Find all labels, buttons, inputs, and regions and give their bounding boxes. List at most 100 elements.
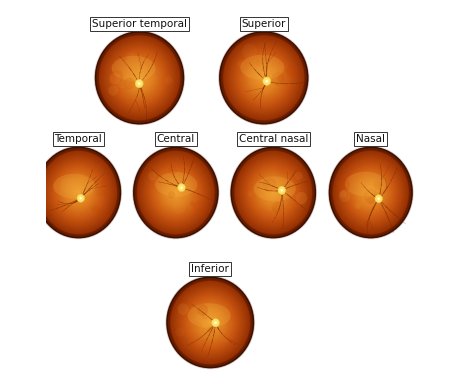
Ellipse shape — [254, 176, 296, 201]
Ellipse shape — [181, 291, 240, 353]
Ellipse shape — [177, 288, 243, 357]
Ellipse shape — [72, 185, 85, 200]
Ellipse shape — [281, 189, 283, 192]
Ellipse shape — [40, 151, 117, 234]
Ellipse shape — [346, 166, 395, 219]
Ellipse shape — [231, 44, 296, 112]
Ellipse shape — [137, 75, 143, 81]
Ellipse shape — [241, 158, 306, 227]
Ellipse shape — [201, 312, 209, 320]
Ellipse shape — [158, 174, 193, 211]
Ellipse shape — [190, 301, 230, 343]
Ellipse shape — [190, 301, 231, 344]
Ellipse shape — [104, 41, 175, 114]
Ellipse shape — [348, 168, 393, 217]
Ellipse shape — [67, 181, 90, 204]
Ellipse shape — [263, 77, 271, 86]
Ellipse shape — [68, 181, 89, 204]
Ellipse shape — [62, 174, 95, 211]
Ellipse shape — [56, 169, 101, 216]
Ellipse shape — [123, 61, 155, 95]
Ellipse shape — [173, 189, 179, 196]
Ellipse shape — [165, 181, 186, 204]
Ellipse shape — [231, 44, 297, 112]
Ellipse shape — [137, 151, 215, 234]
Ellipse shape — [245, 162, 302, 223]
Ellipse shape — [262, 66, 268, 72]
Ellipse shape — [160, 176, 191, 209]
Ellipse shape — [188, 303, 231, 328]
Ellipse shape — [263, 181, 284, 204]
Ellipse shape — [123, 77, 135, 90]
Ellipse shape — [242, 55, 286, 101]
Ellipse shape — [240, 55, 284, 80]
Ellipse shape — [243, 159, 304, 226]
Ellipse shape — [251, 169, 296, 216]
Ellipse shape — [170, 280, 251, 365]
Ellipse shape — [106, 43, 173, 113]
Ellipse shape — [278, 186, 286, 194]
Ellipse shape — [174, 190, 178, 195]
Ellipse shape — [256, 174, 291, 211]
Ellipse shape — [55, 167, 102, 218]
Ellipse shape — [295, 172, 303, 180]
Ellipse shape — [258, 72, 270, 84]
Ellipse shape — [243, 160, 303, 225]
Ellipse shape — [51, 163, 106, 222]
Ellipse shape — [152, 167, 200, 218]
Ellipse shape — [162, 177, 190, 208]
Ellipse shape — [244, 161, 303, 224]
Ellipse shape — [269, 188, 277, 197]
Ellipse shape — [241, 54, 286, 102]
Ellipse shape — [228, 41, 299, 114]
Ellipse shape — [191, 302, 230, 343]
Ellipse shape — [369, 190, 373, 195]
Ellipse shape — [200, 312, 220, 333]
Ellipse shape — [351, 171, 391, 214]
Ellipse shape — [193, 321, 201, 329]
Ellipse shape — [242, 159, 305, 226]
Ellipse shape — [205, 317, 215, 328]
Ellipse shape — [236, 152, 311, 233]
Ellipse shape — [52, 164, 105, 221]
Ellipse shape — [151, 166, 201, 219]
Ellipse shape — [343, 162, 398, 223]
Ellipse shape — [346, 165, 396, 220]
Ellipse shape — [276, 165, 285, 175]
Ellipse shape — [207, 320, 213, 325]
Text: Superior: Superior — [242, 19, 286, 29]
Ellipse shape — [57, 170, 100, 215]
Ellipse shape — [362, 183, 380, 202]
Ellipse shape — [36, 147, 120, 238]
Ellipse shape — [176, 286, 245, 358]
Ellipse shape — [262, 181, 284, 204]
Text: Central: Central — [157, 134, 195, 144]
Ellipse shape — [115, 53, 164, 103]
Ellipse shape — [197, 309, 223, 336]
Ellipse shape — [155, 171, 196, 214]
Ellipse shape — [359, 180, 383, 205]
Ellipse shape — [47, 159, 109, 226]
Ellipse shape — [243, 57, 284, 99]
Ellipse shape — [254, 68, 273, 88]
Ellipse shape — [173, 284, 247, 361]
Ellipse shape — [166, 182, 186, 203]
Ellipse shape — [105, 42, 174, 114]
Ellipse shape — [142, 156, 210, 229]
Ellipse shape — [178, 183, 185, 192]
Ellipse shape — [121, 55, 128, 62]
Ellipse shape — [143, 157, 209, 228]
Ellipse shape — [220, 32, 308, 124]
Ellipse shape — [272, 191, 275, 194]
Ellipse shape — [204, 316, 216, 328]
Ellipse shape — [59, 172, 97, 213]
Ellipse shape — [179, 290, 241, 355]
Ellipse shape — [100, 178, 109, 188]
Ellipse shape — [272, 202, 283, 214]
Ellipse shape — [133, 71, 146, 85]
Ellipse shape — [334, 153, 407, 232]
Ellipse shape — [342, 161, 400, 224]
Ellipse shape — [259, 177, 288, 208]
Ellipse shape — [139, 153, 212, 232]
Ellipse shape — [341, 160, 401, 225]
